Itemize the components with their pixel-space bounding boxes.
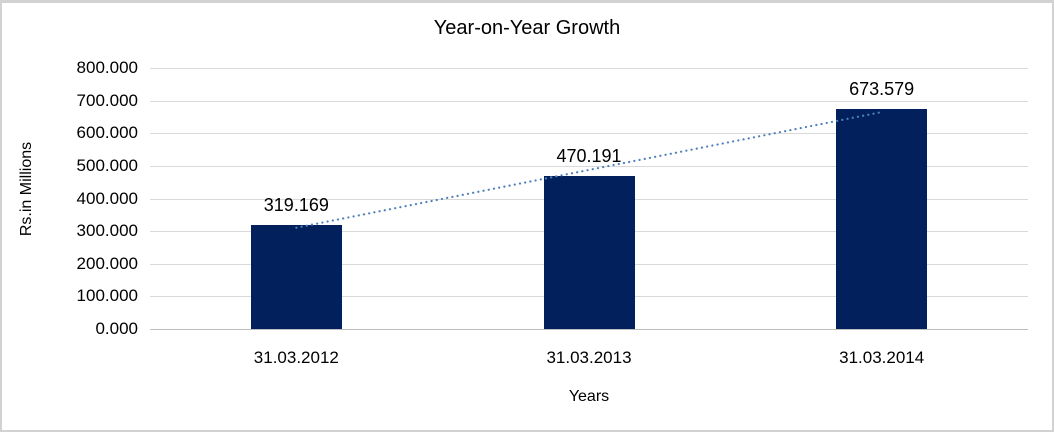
y-tick-label: 700.000 bbox=[76, 90, 138, 110]
data-label: 470.191 bbox=[556, 145, 622, 166]
x-axis-line bbox=[150, 329, 1028, 330]
y-tick-label: 100.000 bbox=[76, 286, 138, 306]
y-axis-title: Rs.in Millions bbox=[18, 141, 35, 237]
y-tick-label: 500.000 bbox=[76, 155, 138, 175]
x-tick-label: 31.03.2014 bbox=[839, 348, 925, 367]
y-tick-label: 300.000 bbox=[76, 221, 138, 241]
data-label: 673.579 bbox=[849, 79, 915, 100]
y-tick-label: 800.000 bbox=[76, 58, 138, 77]
data-label: 319.169 bbox=[263, 194, 329, 215]
chart-title: Year-on-Year Growth bbox=[433, 17, 621, 39]
x-tick-label: 31.03.2012 bbox=[253, 348, 339, 367]
gridline bbox=[150, 100, 1028, 102]
x-tick-label: 31.03.2013 bbox=[546, 348, 632, 367]
y-tick-label: 600.000 bbox=[76, 123, 138, 143]
bar-31-03-2013 bbox=[543, 175, 635, 329]
y-tick-label: 0.000 bbox=[95, 319, 138, 338]
gridline bbox=[150, 68, 1028, 69]
bar-31-03-2014 bbox=[836, 109, 928, 329]
bar-31-03-2012 bbox=[250, 224, 342, 329]
y-tick-label: 400.000 bbox=[76, 188, 138, 208]
x-axis-title: Years bbox=[568, 388, 610, 405]
y-tick-label: 200.000 bbox=[76, 253, 138, 273]
